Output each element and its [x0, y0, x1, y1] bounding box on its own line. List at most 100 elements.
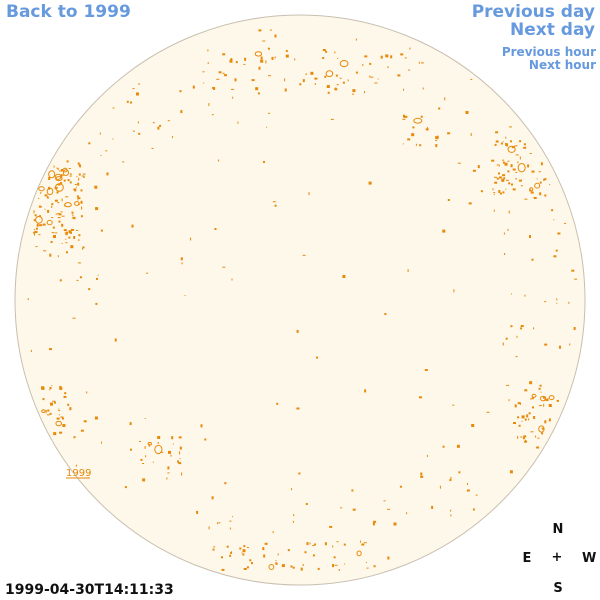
feature-mark [73, 436, 76, 439]
feature-mark [330, 118, 334, 120]
feature-mark [530, 397, 532, 400]
feature-mark [408, 69, 411, 71]
feature-mark [499, 176, 502, 179]
feature-mark [325, 50, 328, 53]
feature-mark [268, 75, 271, 77]
feature-mark [235, 61, 238, 64]
feature-mark [277, 553, 279, 556]
feature-mark [67, 403, 70, 406]
feature-mark [322, 57, 325, 59]
feature-mark [509, 470, 513, 474]
feature-mark [531, 397, 534, 400]
feature-mark [211, 114, 214, 116]
previous-hour-link[interactable]: Previous hour [501, 45, 596, 59]
feature-mark [527, 164, 530, 168]
feature-mark [65, 196, 69, 198]
feature-mark [544, 178, 547, 181]
feature-mark [69, 173, 71, 175]
feature-mark [79, 165, 82, 168]
feature-mark [507, 160, 510, 162]
feature-mark [493, 192, 496, 194]
feature-mark [243, 545, 246, 548]
feature-mark [73, 236, 76, 239]
disk-year-text[interactable]: 1999 [66, 468, 91, 479]
feature-mark [276, 402, 279, 405]
feature-mark [178, 436, 182, 439]
feature-mark [61, 243, 63, 244]
feature-mark [411, 133, 415, 137]
feature-mark [515, 171, 518, 173]
feature-mark [532, 406, 534, 409]
feature-mark [284, 88, 287, 92]
back-to-year-link[interactable]: Back to 1999 [6, 2, 131, 22]
feature-mark [524, 198, 528, 200]
feature-mark [309, 542, 311, 545]
feature-mark [83, 176, 85, 178]
feature-mark [59, 170, 63, 172]
feature-mark [58, 408, 60, 410]
feature-mark [51, 232, 55, 234]
feature-mark [436, 135, 439, 139]
feature-region [35, 215, 43, 224]
feature-mark [403, 88, 404, 91]
previous-day-link[interactable]: Previous day [471, 2, 595, 22]
feature-mark [520, 325, 524, 327]
feature-mark [50, 241, 53, 243]
feature-mark [60, 174, 63, 178]
feature-mark [544, 194, 547, 197]
feature-mark [88, 142, 91, 145]
feature-mark [442, 229, 446, 233]
next-day-link[interactable]: Next day [510, 20, 595, 40]
feature-mark [34, 229, 35, 231]
feature-mark [74, 184, 77, 185]
feature-mark [72, 317, 76, 319]
feature-mark [548, 404, 552, 407]
feature-mark [208, 526, 210, 530]
feature-mark [292, 566, 295, 569]
feature-mark [491, 159, 495, 162]
feature-region [356, 550, 362, 557]
feature-mark [171, 436, 174, 440]
feature-mark [556, 298, 558, 301]
feature-mark [53, 432, 57, 436]
feature-mark [531, 258, 534, 261]
feature-mark [505, 136, 507, 139]
feature-mark [122, 161, 125, 163]
feature-mark [159, 124, 162, 127]
feature-mark [504, 253, 506, 255]
feature-mark [246, 566, 249, 569]
disk-year-label[interactable]: 1999 [66, 468, 91, 479]
feature-mark [216, 78, 220, 80]
feature-mark [272, 201, 276, 203]
feature-mark [420, 62, 424, 64]
feature-mark [152, 461, 154, 463]
feature-mark [57, 183, 61, 186]
feature-mark [470, 133, 472, 136]
feature-region [55, 420, 63, 427]
feature-mark [285, 50, 288, 53]
feature-mark [300, 567, 303, 571]
feature-mark [243, 568, 247, 570]
feature-mark [50, 402, 53, 406]
feature-mark [76, 195, 79, 198]
feature-mark [327, 91, 330, 94]
feature-mark [58, 220, 61, 223]
feature-mark [363, 542, 367, 544]
feature-mark [287, 549, 290, 552]
feature-mark [453, 289, 455, 293]
next-hour-link[interactable]: Next hour [528, 58, 596, 72]
feature-mark [306, 542, 309, 546]
feature-mark [172, 443, 174, 445]
feature-mark [38, 205, 41, 208]
feature-mark [308, 192, 310, 196]
feature-mark [57, 255, 59, 258]
feature-mark [59, 386, 63, 390]
feature-mark [407, 269, 409, 273]
feature-mark [361, 543, 365, 546]
feature-mark [251, 79, 255, 82]
feature-mark [258, 66, 261, 70]
feature-mark [529, 235, 531, 238]
feature-mark [521, 420, 523, 422]
feature-mark [81, 175, 85, 177]
feature-mark [179, 446, 182, 450]
